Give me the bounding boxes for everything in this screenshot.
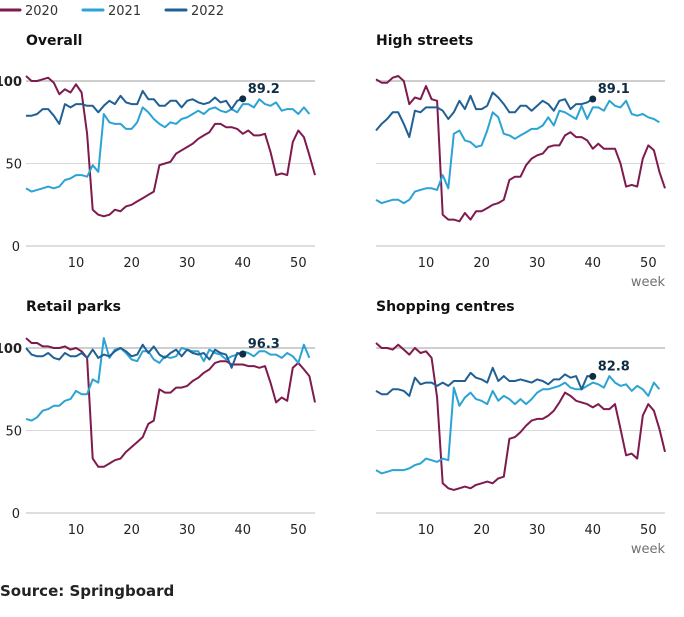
y-tick-label: 0 <box>12 240 20 255</box>
y-tick-label: 100 <box>0 75 22 90</box>
series-line-2022 <box>375 91 594 139</box>
annotation-label: 89.1 <box>598 82 630 97</box>
x-tick-label: 30 <box>529 256 546 271</box>
series-line-2022 <box>26 89 244 125</box>
x-tick-label: 20 <box>123 523 140 538</box>
x-tick-label: 20 <box>473 256 490 271</box>
annotation-label: 96.3 <box>248 337 280 352</box>
legend-label: 2022 <box>191 4 224 19</box>
series-line-2021 <box>25 98 311 193</box>
x-tick-label: 10 <box>418 523 435 538</box>
annotation-marker <box>239 95 247 103</box>
x-tick-label: 30 <box>179 523 196 538</box>
x-tick-label: 40 <box>584 523 601 538</box>
series-line-2022 <box>375 366 593 397</box>
x-tick-label: 40 <box>234 523 251 538</box>
x-tick-label: 20 <box>123 256 140 271</box>
series-line-2020 <box>25 75 316 218</box>
x-tick-label: 20 <box>473 523 490 538</box>
x-tick-label: 10 <box>418 256 435 271</box>
x-tick-label: 50 <box>640 256 657 271</box>
x-tick-label: 50 <box>290 256 307 271</box>
panel-title: High streets <box>376 33 473 49</box>
x-tick-label: 30 <box>179 256 196 271</box>
legend-item-2021: 2021 <box>81 4 141 19</box>
y-tick-label: 100 <box>0 342 22 357</box>
panel-retail-parks: Retail parks 0 50 100 10 20 30 40 50 96.3 <box>0 299 316 538</box>
panel-shopping-centres: Shopping centres 10 20 30 40 50 week 82.8 <box>375 299 666 557</box>
legend-item-2020: 2020 <box>0 4 58 19</box>
x-axis-unit: week <box>631 275 666 290</box>
panel-title: Retail parks <box>26 299 121 315</box>
y-tick-label: 50 <box>5 425 22 440</box>
legend: 2020 2021 2022 <box>0 4 224 19</box>
series-line-2020 <box>375 75 666 223</box>
annotation-marker <box>239 350 247 358</box>
panel-title: Overall <box>26 33 82 49</box>
annotation-label: 82.8 <box>598 359 630 374</box>
panel-title: Shopping centres <box>376 299 515 315</box>
series-line-2020 <box>25 337 316 468</box>
source-note: Source: Springboard <box>0 582 174 600</box>
annotation-label: 89.2 <box>248 82 280 97</box>
y-tick-label: 0 <box>12 507 20 522</box>
x-tick-label: 10 <box>68 256 85 271</box>
series-line-2022 <box>25 343 243 369</box>
series-line-2020 <box>375 342 666 491</box>
legend-label: 2020 <box>25 4 58 19</box>
x-tick-label: 40 <box>584 256 601 271</box>
x-tick-label: 50 <box>290 523 307 538</box>
panel-high-streets: High streets 10 20 30 40 50 week 89.1 <box>375 33 666 290</box>
series-line-2021 <box>375 99 660 205</box>
series-line-2021 <box>375 375 661 475</box>
x-tick-label: 50 <box>640 523 657 538</box>
x-tick-label: 30 <box>529 523 546 538</box>
series-line-2021 <box>25 337 311 422</box>
x-tick-label: 40 <box>234 256 251 271</box>
legend-item-2022: 2022 <box>164 4 224 19</box>
annotation-marker <box>589 372 597 380</box>
annotation-marker <box>589 95 597 103</box>
x-tick-label: 10 <box>68 523 85 538</box>
x-axis-unit: week <box>631 542 666 557</box>
legend-label: 2021 <box>108 4 141 19</box>
y-tick-label: 50 <box>5 158 22 173</box>
panel-overall: Overall 0 50 100 10 20 30 40 50 89.2 <box>0 33 316 271</box>
